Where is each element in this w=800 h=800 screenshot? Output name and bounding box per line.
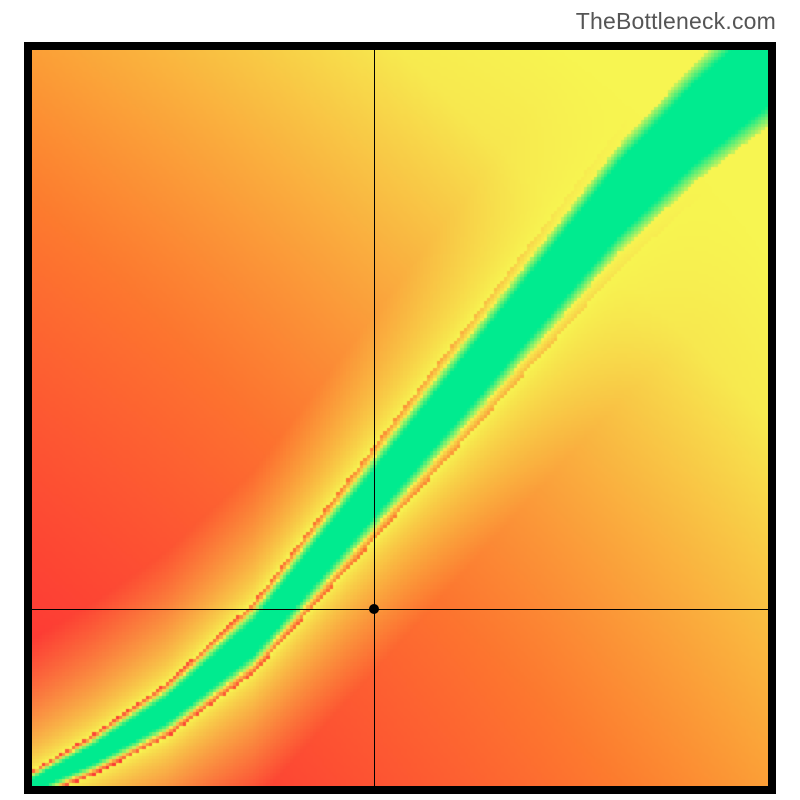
bottleneck-heatmap xyxy=(32,50,768,786)
watermark-text: TheBottleneck.com xyxy=(576,8,776,35)
crosshair-vertical xyxy=(374,50,375,786)
chart-container: TheBottleneck.com xyxy=(0,0,800,800)
crosshair-horizontal xyxy=(32,609,768,610)
